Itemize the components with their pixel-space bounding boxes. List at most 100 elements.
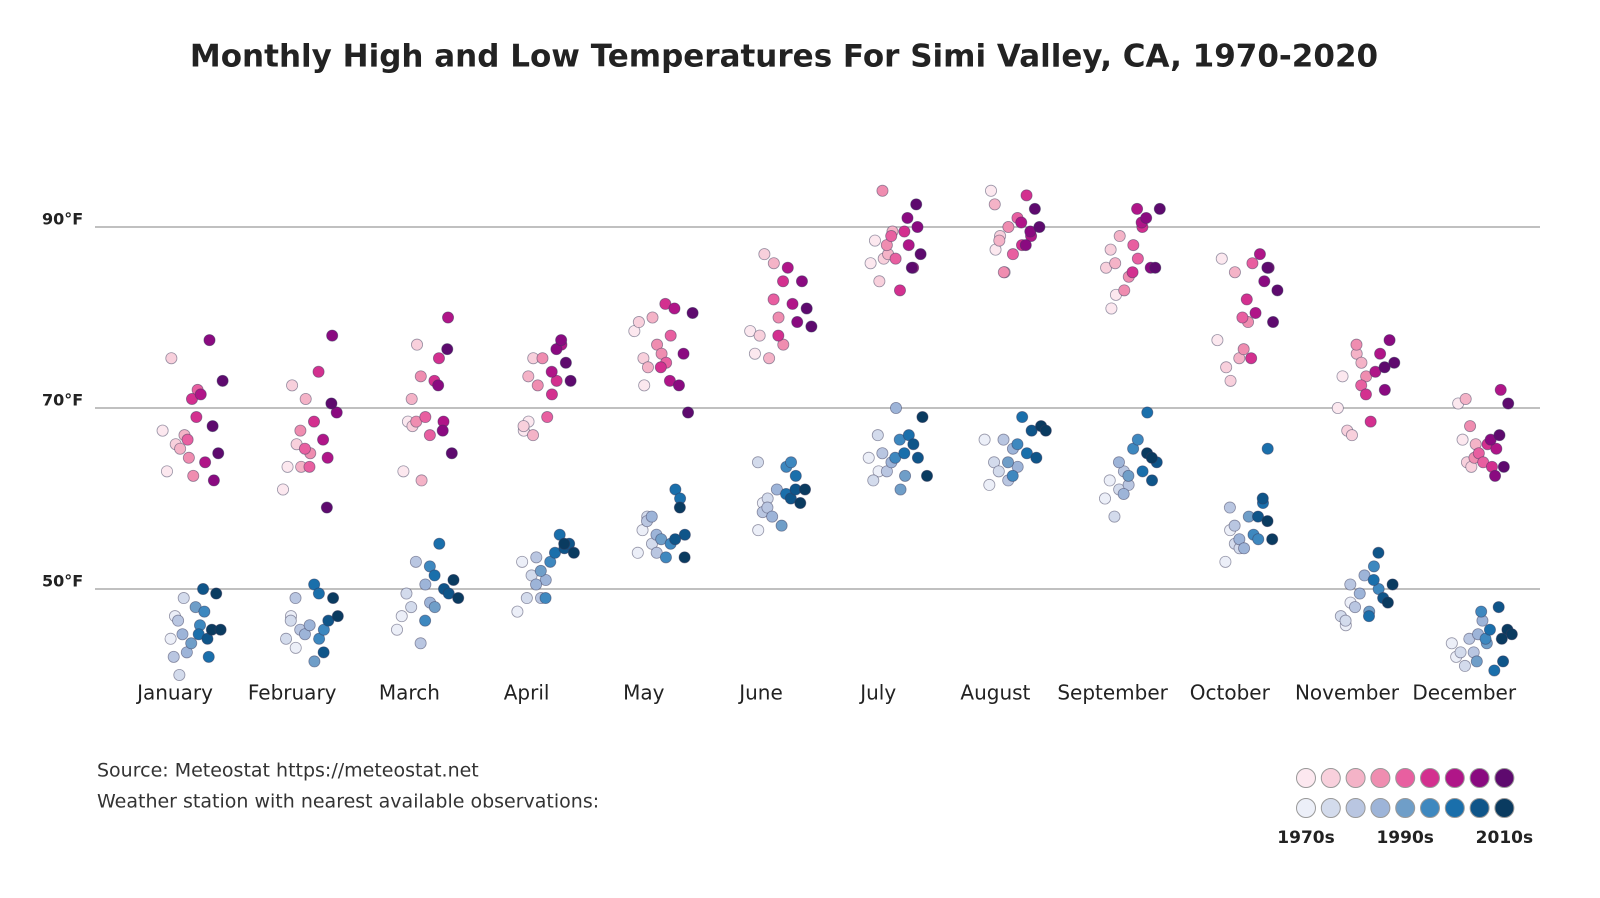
data-point [1019, 239, 1032, 252]
data-point [411, 338, 424, 351]
data-point [1219, 555, 1232, 568]
data-point [1502, 397, 1515, 410]
data-point [876, 184, 889, 197]
data-point [1011, 438, 1024, 451]
data-point [419, 614, 432, 627]
data-point [286, 379, 299, 392]
y-tick-label: 90°F [42, 210, 83, 229]
data-point [177, 592, 190, 605]
legend-label: 1970s [1277, 828, 1334, 848]
data-point [777, 338, 790, 351]
data-point [914, 248, 927, 261]
data-point [1220, 361, 1233, 374]
data-point [1483, 623, 1496, 636]
data-point [785, 456, 798, 469]
data-point [1033, 220, 1046, 233]
data-point [898, 225, 911, 238]
data-point [559, 356, 572, 369]
data-point [558, 537, 571, 550]
data-point [1020, 189, 1033, 202]
data-point [511, 605, 524, 618]
data-point [1140, 211, 1153, 224]
legend-swatch [1444, 768, 1465, 788]
data-point [1458, 659, 1471, 672]
data-point [289, 641, 302, 654]
data-point [1104, 243, 1117, 256]
data-point [1016, 411, 1029, 424]
data-point [1378, 361, 1391, 374]
legend-swatch [1420, 768, 1440, 788]
data-point [321, 451, 334, 464]
data-point [777, 275, 790, 288]
legend-swatch [1494, 768, 1515, 788]
data-point [1245, 352, 1258, 365]
legend-swatch [1320, 798, 1341, 818]
data-point [632, 316, 645, 329]
data-point [1145, 451, 1158, 464]
data-point [276, 483, 289, 496]
data-point [1505, 628, 1518, 641]
data-point [664, 329, 677, 342]
legend-label: 2010s [1476, 828, 1533, 848]
data-point [766, 510, 779, 523]
data-point [645, 510, 658, 523]
data-point [185, 637, 198, 650]
legend-swatch [1395, 768, 1416, 788]
legend-label: 1990s [1376, 828, 1433, 848]
data-point [1359, 388, 1372, 401]
data-point [1364, 415, 1377, 428]
data-point [1112, 456, 1125, 469]
data-point [983, 478, 996, 491]
data-point [1383, 334, 1396, 347]
data-point [867, 474, 880, 487]
data-point [1470, 655, 1483, 668]
data-point [1236, 311, 1249, 324]
data-point [638, 379, 651, 392]
data-point [1374, 347, 1387, 360]
data-point [1362, 610, 1375, 623]
data-point [1228, 266, 1241, 279]
data-point [898, 447, 911, 460]
data-point [325, 397, 338, 410]
data-point [1246, 257, 1259, 270]
data-point [781, 261, 794, 274]
y-tick-label: 50°F [42, 572, 83, 591]
data-point [1223, 501, 1236, 514]
data-point [862, 451, 875, 464]
data-point [1492, 601, 1505, 614]
data-point [786, 297, 799, 310]
y-tick-label: 70°F [42, 391, 83, 410]
data-point [992, 465, 1005, 478]
data-point [791, 316, 804, 329]
data-point [284, 614, 297, 627]
x-tick-label: April [504, 681, 550, 705]
data-point [1099, 492, 1112, 505]
data-point [767, 293, 780, 306]
data-point [631, 546, 644, 559]
data-point [400, 587, 413, 600]
legend-swatch [1469, 768, 1490, 788]
x-tick-label: November [1295, 681, 1400, 705]
legend-swatch [1469, 798, 1490, 818]
data-point [1256, 492, 1269, 505]
data-point [1350, 338, 1363, 351]
data-point [174, 442, 187, 455]
data-point [751, 456, 764, 469]
data-point [182, 451, 195, 464]
data-point [212, 447, 225, 460]
data-point [758, 248, 771, 261]
x-tick-label: August [960, 681, 1030, 705]
data-point [405, 601, 418, 614]
data-point [1039, 424, 1052, 437]
data-point [775, 519, 788, 532]
data-point [1495, 632, 1508, 645]
data-point [320, 501, 333, 514]
data-point [1339, 614, 1352, 627]
data-point [164, 632, 177, 645]
data-point [1355, 356, 1368, 369]
data-point [564, 374, 577, 387]
x-tick-label: May [623, 681, 665, 705]
data-point [1456, 433, 1469, 446]
data-point [390, 623, 403, 636]
data-point [1344, 578, 1357, 591]
